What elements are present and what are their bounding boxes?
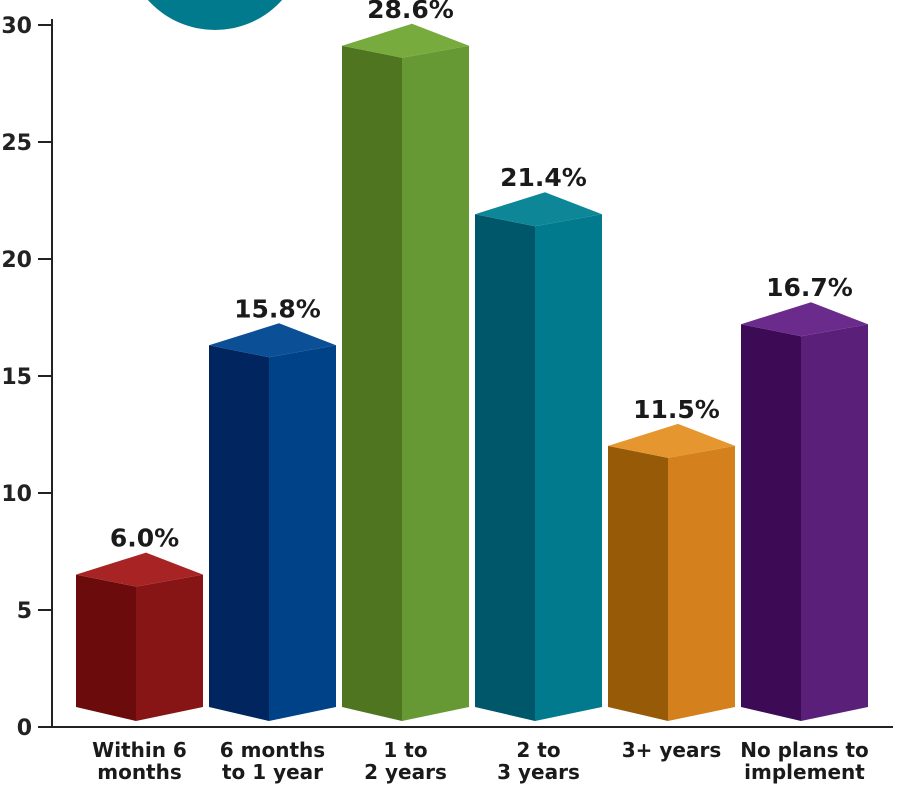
y-tick-label: 5 [17, 599, 32, 624]
bar-front-face [668, 445, 735, 721]
x-tick-label: 3+ years [622, 738, 722, 762]
bar-front-face [136, 574, 203, 721]
bar-front-face [402, 45, 469, 721]
bars: 6.0% 15.8% 28.6% 21.4% 11.5% 16.7% [76, 0, 868, 722]
y-tick-label: 15 [1, 365, 32, 390]
y-tick-label: 30 [1, 14, 32, 39]
bar: 21.4% [475, 163, 602, 722]
data-label: 21.4% [500, 163, 587, 192]
data-label: 16.7% [766, 273, 853, 302]
y-tick-label: 10 [1, 482, 32, 507]
bar-front-face [801, 324, 868, 721]
bar: 28.6% [342, 0, 469, 721]
x-tick-label: 6 months to 1 year [220, 738, 325, 784]
bar-front-face [535, 214, 602, 722]
data-label: 15.8% [234, 294, 321, 323]
x-axis: Within 6 months 6 months to 1 year 1 to 2 yea… [52, 726, 893, 784]
data-label: 11.5% [633, 395, 720, 424]
bar-top-face [475, 192, 602, 227]
bar-top-face [76, 552, 203, 587]
bar: 15.8% [209, 294, 336, 721]
x-tick-label: Within 6 months [92, 738, 187, 784]
y-axis: 0 5 10 15 20 25 30 [1, 14, 53, 741]
bar-side-face [475, 214, 535, 722]
y-tick-label: 25 [1, 131, 32, 156]
bar-top-face [741, 302, 868, 337]
bar: 16.7% [741, 273, 868, 721]
bar-side-face [608, 445, 668, 721]
bar-side-face [209, 345, 269, 721]
decorative-circle [147, 0, 283, 30]
bar-front-face [269, 345, 336, 721]
bar-top-face [608, 423, 735, 458]
x-tick-label: No plans to implement [740, 738, 869, 784]
bar: 11.5% [608, 395, 735, 721]
y-tick-label: 0 [17, 716, 32, 741]
bar-top-face [209, 323, 336, 358]
y-tick-label: 20 [1, 248, 32, 273]
bar-side-face [76, 574, 136, 721]
data-label: 28.6% [367, 0, 454, 24]
bar-top-face [342, 23, 469, 58]
bar: 6.0% [76, 524, 203, 721]
bar-side-face [741, 324, 801, 721]
bar-side-face [342, 45, 402, 721]
data-label: 6.0% [110, 524, 179, 553]
x-tick-label: 1 to 2 years [364, 738, 447, 784]
x-tick-label: 2 to 3 years [497, 738, 580, 784]
